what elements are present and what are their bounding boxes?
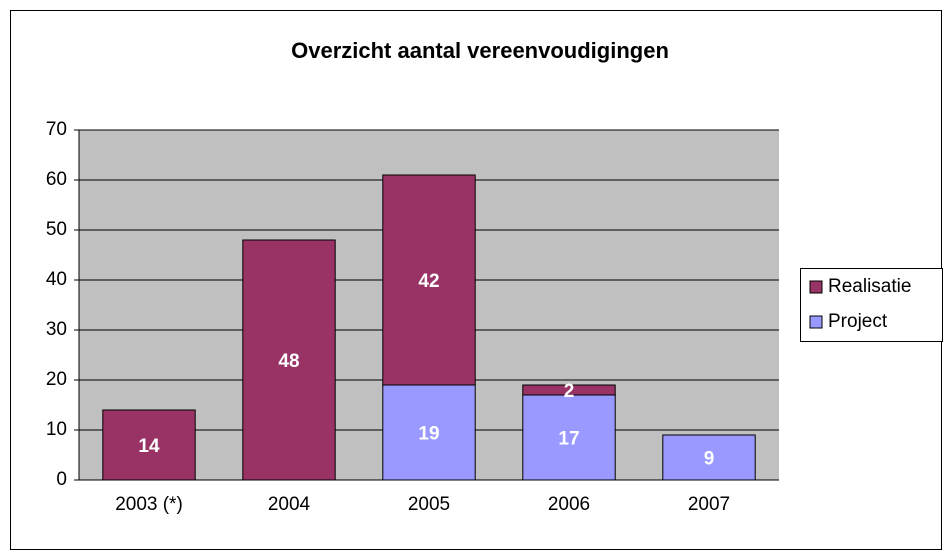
legend-label: Project [828, 311, 888, 332]
data-label: 42 [418, 271, 439, 292]
bar-segment [662, 434, 756, 481]
y-tick-label: 50 [46, 219, 67, 240]
x-tick-label: 2006 [548, 494, 590, 515]
legend-box [800, 268, 943, 342]
chart-title: Overzicht aantal vereenvoudigingen [291, 38, 669, 63]
x-tick-label: 2004 [268, 494, 311, 515]
data-label: 9 [704, 449, 715, 470]
y-tick-label: 30 [46, 319, 67, 340]
x-tick-label: 2007 [688, 494, 730, 515]
bar-segment [522, 394, 616, 481]
bar-segment [382, 174, 476, 386]
data-label: 2 [564, 381, 575, 402]
legend-label: Realisatie [828, 276, 911, 297]
legend-swatch [809, 280, 823, 294]
y-tick-label: 70 [46, 119, 67, 140]
bar-segment [102, 409, 196, 481]
y-tick-label: 40 [46, 269, 67, 290]
bar-segment [522, 384, 616, 396]
x-tick-label: 2003 (*) [115, 494, 183, 515]
data-label: 19 [418, 424, 439, 445]
x-tick-label: 2005 [408, 494, 450, 515]
legend-swatch [809, 315, 823, 329]
bar-segment [382, 384, 476, 481]
bar-segment [242, 239, 336, 481]
y-tick-label: 0 [56, 469, 67, 490]
y-tick-label: 60 [46, 169, 67, 190]
data-label: 48 [278, 351, 299, 372]
data-label: 14 [138, 436, 160, 457]
y-tick-label: 20 [46, 369, 67, 390]
y-tick-label: 10 [46, 419, 67, 440]
data-label: 17 [558, 429, 579, 450]
